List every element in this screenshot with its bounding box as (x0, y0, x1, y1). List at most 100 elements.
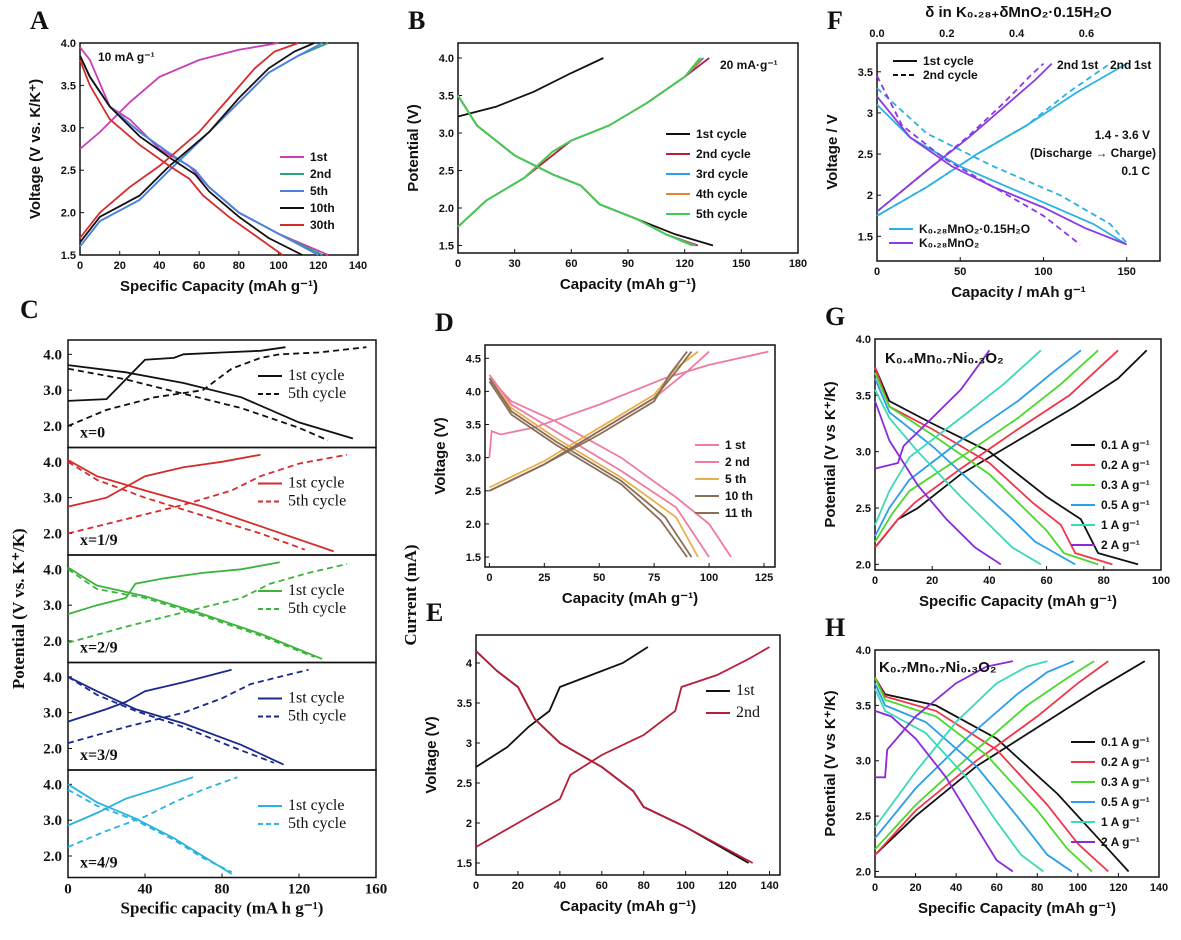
x-axis-label: Capacity (mAh g⁻¹) (560, 276, 696, 293)
series-1st-discharge (79, 46, 329, 256)
x-tick-label: 120 (675, 258, 693, 270)
y-tick-label: 4.0 (43, 347, 62, 363)
y-tick-label: 3.0 (61, 123, 76, 135)
legend-entry: 5th cycle (288, 600, 346, 617)
series-anhydrous-1st-discharge (876, 95, 1128, 246)
composition-label: x=1/9 (80, 532, 118, 549)
legend-entry: 1st cycle (288, 582, 344, 599)
legend-entry: 5 th (725, 472, 746, 486)
legend-entry: 1 A g⁻¹ (1101, 815, 1140, 829)
legend-entry: 10 th (725, 489, 753, 503)
axes-frame (874, 649, 1160, 878)
y-tick-label: 4.0 (856, 645, 871, 657)
y-axis-label: Potential (V vs. K⁺/K) (9, 528, 28, 689)
curve-tag: 2nd (1110, 58, 1131, 72)
top-axis-label: δ in K₀.₂₈₊δMnO₂·0.15H₂O (925, 4, 1112, 21)
y-tick-label: 2.5 (457, 778, 472, 790)
series-2nd-charge (79, 42, 329, 248)
x-tick-label: 80 (638, 880, 650, 892)
y-tick-label: 3 (867, 108, 873, 120)
c1-charge (67, 346, 286, 402)
legend-entry: 5th cycle (288, 493, 346, 510)
curve-tag: 2nd (1057, 58, 1078, 72)
y-tick-label: 2.5 (466, 486, 481, 498)
rate-annotation: 10 mA g⁻¹ (98, 50, 155, 64)
y-tick-label: 1.5 (858, 231, 873, 243)
legend-entry: 3rd cycle (696, 167, 748, 181)
series-11 th-charge (489, 351, 688, 492)
legend-entry: 1st cycle (288, 690, 344, 707)
composition-label: x=4/9 (80, 855, 118, 872)
series-4th cycle-discharge (457, 95, 695, 247)
x-tick-label: 40 (950, 882, 962, 894)
y-axis-label: Voltage (V) (432, 417, 449, 494)
material-title: K₀.₇Mn₀.₇Ni₀.₃O₂ (879, 659, 997, 676)
axes-frame (484, 344, 776, 568)
legend-entry: 0.2 A g⁻¹ (1101, 755, 1150, 769)
series-10 th-discharge (488, 377, 693, 558)
y-tick-label: 4.0 (439, 53, 454, 65)
series-0.2-charge (874, 660, 1109, 856)
y-tick-label: 2.0 (61, 208, 76, 220)
series-1-discharge (874, 389, 1042, 566)
x-tick-label: 20 (512, 880, 524, 892)
y-tick-label: 4.0 (856, 334, 871, 346)
panel-B: 0 30 60 90 120 150 180 1.5 2.0 2.5 3.0 3.5 4.0 B Capac… (405, 6, 807, 293)
series-0.2-discharge (874, 677, 1109, 873)
y-tick-label: 2.5 (439, 166, 454, 178)
material-title: K₀.₄Mn₀.₇Ni₀.₃O₂ (885, 350, 1004, 367)
y-tick-label: 2.0 (43, 849, 62, 865)
x-tick-label: 100 (1069, 882, 1087, 894)
voltage-window: 1.4 - 3.6 V (1095, 128, 1150, 142)
panel-label: A (30, 6, 49, 35)
x-tick-label: 40 (983, 575, 995, 587)
y-tick-label: 2.5 (856, 811, 871, 823)
series-2 nd-discharge (488, 374, 710, 558)
series-1 st-charge (488, 350, 769, 458)
axes-frame (475, 634, 781, 876)
series-2-charge (874, 349, 991, 470)
x-tick-label: 140 (349, 260, 367, 272)
x-axis-label: Specific Capacity (mAh g⁻¹) (918, 900, 1116, 917)
y-axis-label: Potential (V vs K⁺/K) (822, 381, 839, 527)
x-axis-label: Capacity (mAh g⁻¹) (562, 590, 698, 607)
legend-entry: 0.5 A g⁻¹ (1101, 795, 1150, 809)
y-tick-label: 2.5 (61, 165, 76, 177)
current-axis-label: Current (mA) (401, 544, 420, 645)
panel-E: 0 20 40 60 80 100 120 140 1.5 2 2.5 3 3.5 4 E Capacity … (401, 544, 781, 915)
axes-frame (874, 338, 1162, 571)
c5-discharge (67, 367, 329, 442)
legend-entry: 5th cycle (288, 385, 346, 402)
series-10th-charge (79, 42, 315, 243)
legend-entry: 1st cycle (288, 367, 344, 384)
series-0.2-charge (874, 349, 1119, 549)
y-tick-label: 1.5 (466, 552, 481, 564)
panel-G: 0 20 40 60 80 100 2.0 2.5 3.0 3.5 4.0 G Specific Cap… (822, 302, 1170, 610)
legend-entry: 5th (310, 184, 328, 198)
series-0.1-charge (874, 349, 1148, 549)
c1-discharge (67, 459, 334, 553)
legend-entry: 10th (310, 201, 335, 215)
y-tick-label: 2.0 (43, 527, 62, 543)
c5-charge (67, 776, 238, 848)
legend-entry: 1st cycle (288, 797, 344, 814)
series-1-charge (874, 349, 1042, 526)
y-axis-label: Voltage / V (824, 114, 841, 190)
panel-label: B (408, 6, 425, 35)
series-anhydrous-2nd-charge (876, 62, 1045, 213)
series-2-charge (875, 660, 1014, 779)
c1-discharge (67, 566, 323, 660)
legend-entry: 1 st (725, 438, 746, 452)
legend-entry: 5th cycle (288, 815, 346, 832)
y-tick-label: 4.0 (43, 670, 62, 686)
x-axis-label: Capacity / mAh g⁻¹ (951, 284, 1086, 301)
x-tick-label: 60 (596, 880, 608, 892)
y-tick-label: 2.0 (43, 419, 62, 435)
x-tick-label: 25 (538, 572, 550, 584)
y-tick-label: 2.0 (466, 519, 481, 531)
c5-discharge (67, 788, 233, 873)
series-1st cycle-charge (457, 57, 604, 118)
y-tick-label: 2.5 (856, 503, 871, 515)
c5-discharge (67, 461, 306, 551)
